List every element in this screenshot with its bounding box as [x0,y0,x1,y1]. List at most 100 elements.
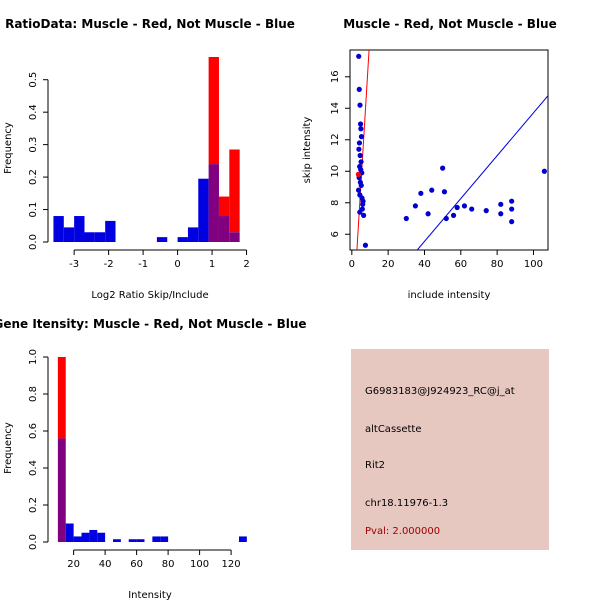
scatter-point [441,189,448,195]
scatter-x-tick-label: 100 [524,259,543,270]
gene-intensity-histogram: Gene Itensity: Muscle - Red, Not Muscle … [0,317,307,600]
scatter-point [412,203,418,209]
scatter-point [541,168,547,174]
ratio-y-tick-label: 0.2 [28,169,39,185]
scatter-point [425,211,431,217]
ratio-x-tick-label: 1 [209,259,215,270]
intensity-bar [65,523,74,542]
ratio-bar [177,237,188,242]
ratio-x-tick-label: -2 [104,259,114,270]
ratio-histogram: RatioData: Muscle - Red, Not Muscle - Bl… [3,17,295,301]
scatter-point [498,201,504,207]
scatter-point [418,190,424,196]
intensity-y-tick-label: 0.4 [28,460,39,476]
scatter-x-tick-label: 20 [382,259,395,270]
ratio-y-tick-label: 0.3 [28,137,39,153]
intensity-bar [97,532,106,542]
scatter-point [362,242,369,248]
intensity-x-tick-label: 20 [67,559,80,570]
gene-intensity-title: Gene Itensity: Muscle - Red, Not Muscle … [0,317,307,331]
gene-info-panel: G6983183@J924923_RC@j_at altCassette Rit… [351,349,549,550]
intensity-bar [160,536,169,542]
intensity-x-tick-label: 80 [162,559,175,570]
ratio-bar [74,216,85,242]
intensity-bar [89,529,98,542]
intensity-bar [238,536,247,542]
ratio-x-tick-label: -3 [69,259,79,270]
intensity-bar [112,539,121,542]
intensity-x-tick-label: 100 [190,559,209,570]
intensity-x-tick-label: 120 [222,559,241,570]
event-type: altCassette [365,424,422,435]
gene-name: Rit2 [365,460,386,471]
scatter-point [356,140,363,146]
intensity-y-tick-label: 0.2 [28,497,39,513]
intensity-x-tick-label: 60 [130,559,143,570]
scatter-fit-line-red [356,50,370,250]
ratio-bar [63,227,75,242]
ratio-bar [94,232,106,242]
intensity-y-tick-label: 0.0 [28,534,39,550]
chromosome-location: chr18.11976-1.3 [365,498,449,509]
ratio-histogram-ylabel: Frequency [3,122,14,174]
scatter-point [357,209,363,215]
scatter-point [509,198,515,204]
scatter-point [358,126,364,132]
ratio-y-tick-label: 0.5 [28,72,39,88]
ratio-bar [187,227,199,242]
ratio-bar-overlap [218,216,230,242]
scatter-x-tick-label: 0 [349,259,355,270]
intensity-x-tick-label: 40 [99,559,112,570]
ratio-bar-overlap [208,164,219,242]
scatter-point [356,53,362,59]
scatter-point [509,206,515,212]
ratio-bar [198,178,209,242]
intensity-bar [136,539,145,542]
scatter-point [429,187,435,193]
intensity-bar [81,532,90,542]
ratio-x-tick-label: 0 [174,259,180,270]
intensity-y-tick-label: 1.0 [28,349,39,365]
scatter-point [443,215,449,222]
scatter-y-tick-label: 6 [330,231,341,237]
scatter-point [358,134,365,140]
scatter-point [461,203,468,209]
scatter-y-tick-label: 16 [330,70,341,83]
scatter-point [361,212,367,218]
ratio-bar [218,196,230,217]
scatter-fit-line-blue [416,95,548,250]
ratio-histogram-xlabel: Log2 Ratio Skip/Include [91,290,208,301]
scatter-point [483,208,489,214]
ratio-histogram-title: RatioData: Muscle - Red, Not Muscle - Bl… [5,17,295,31]
scatter-y-tick-label: 10 [330,165,341,178]
intensity-scatter: Muscle - Red, Not Muscle - Blue include … [302,17,557,301]
scatter-y-tick-label: 8 [330,200,341,206]
scatter-point [403,215,409,222]
ratio-bar [84,232,95,242]
ratio-bar [208,57,219,165]
scatter-point [450,212,457,218]
intensity-scatter-ylabel: skip intensity [302,117,313,184]
intensity-y-tick-label: 0.6 [28,423,39,439]
ratio-y-tick-label: 0.0 [28,234,39,250]
intensity-scatter-title: Muscle - Red, Not Muscle - Blue [343,17,557,31]
intensity-y-tick-label: 0.8 [28,386,39,402]
scatter-point [355,187,362,193]
scatter-y-tick-label: 12 [330,133,341,146]
ratio-bar [105,220,116,242]
scatter-point [355,171,361,178]
ratio-bar [156,237,168,242]
ratio-bar [53,216,64,242]
scatter-point [360,201,366,207]
intensity-bar [57,357,66,439]
probe-id: G6983183@J924923_RC@j_at [365,386,515,397]
gene-intensity-ylabel: Frequency [3,422,14,474]
scatter-point [469,206,475,212]
ratio-x-tick-label: 2 [243,259,249,270]
ratio-bar-overlap [229,232,240,242]
ratio-x-tick-label: -1 [138,259,148,270]
intensity-bar-overlap [57,438,66,542]
intensity-bar [128,539,137,542]
intensity-bar [73,536,82,542]
scatter-x-tick-label: 40 [418,259,431,270]
